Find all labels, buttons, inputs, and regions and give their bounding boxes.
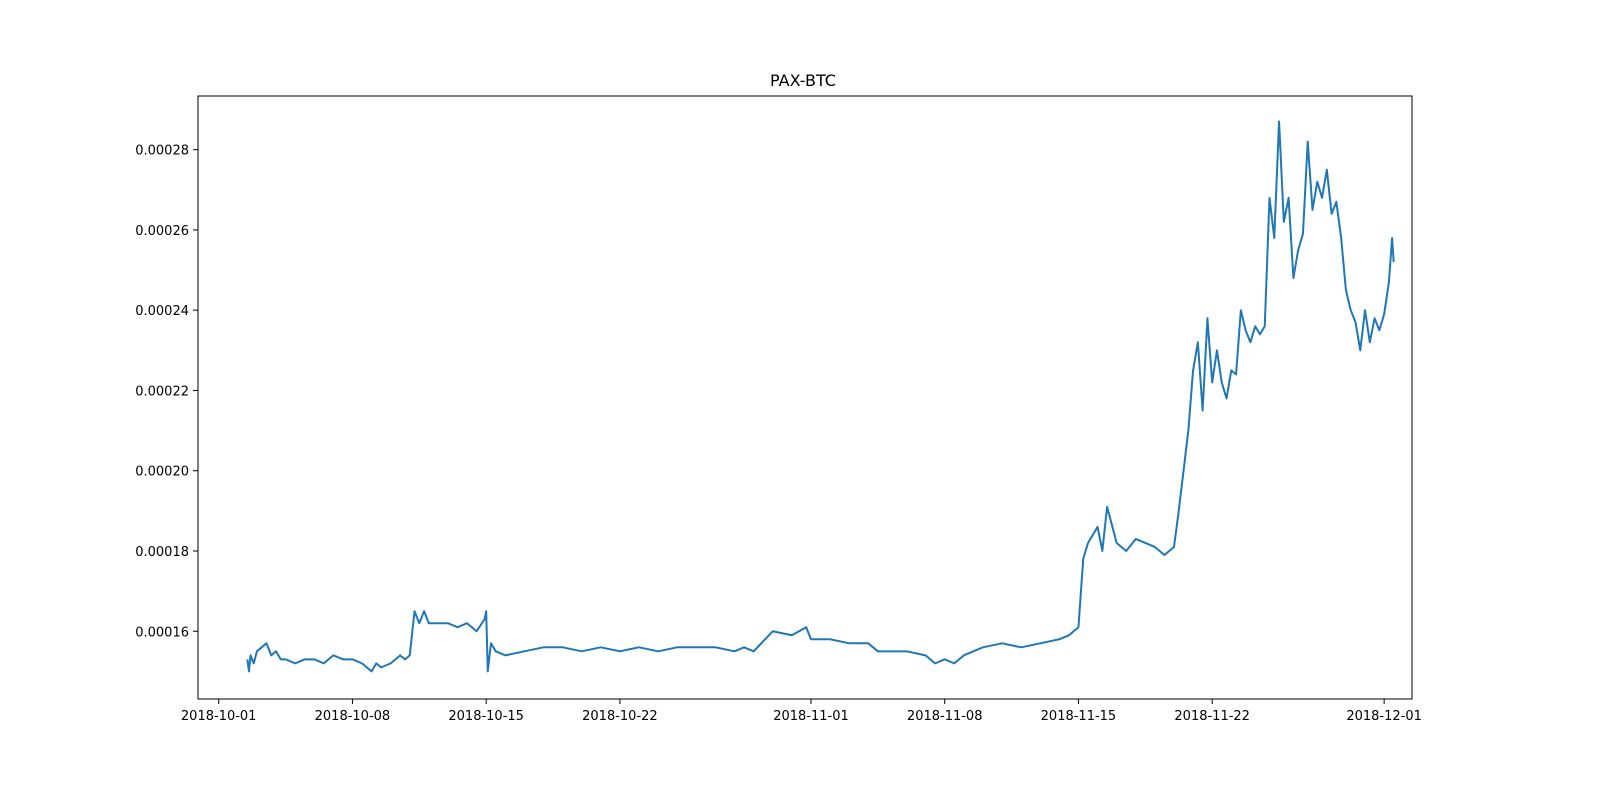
y-axis: 0.00016 0.00018 0.00020 0.00022 0.00024 0.000…	[135, 144, 198, 640]
x-tick-label: 2018-11-22	[1174, 709, 1250, 724]
y-tick-label: 0.00026	[135, 224, 189, 239]
y-tick-label: 0.00016	[135, 625, 189, 640]
plot-area	[246, 120, 1395, 673]
y-tick-label: 0.00028	[135, 144, 189, 159]
x-axis: 2018-10-01 2018-10-08 2018-10-15 2018-10-22…	[181, 699, 1422, 724]
x-tick-label: 2018-10-08	[315, 709, 391, 724]
chart-title: PAX-BTC	[770, 71, 836, 90]
y-tick-label: 0.00018	[135, 545, 189, 560]
x-tick-label: 2018-11-08	[907, 709, 983, 724]
x-tick-label: 2018-11-15	[1041, 709, 1117, 724]
x-tick-label: 2018-10-22	[582, 709, 658, 724]
y-tick-label: 0.00020	[135, 465, 189, 480]
axes-frame	[197, 95, 1413, 700]
x-tick-label: 2018-10-15	[448, 709, 524, 724]
x-tick-label: 2018-12-01	[1346, 709, 1422, 724]
series-line	[246, 120, 1395, 673]
y-tick-label: 0.00024	[135, 304, 189, 319]
y-tick-label: 0.00022	[135, 384, 189, 399]
x-tick-label: 2018-10-01	[181, 709, 257, 724]
x-tick-label: 2018-11-01	[773, 709, 849, 724]
